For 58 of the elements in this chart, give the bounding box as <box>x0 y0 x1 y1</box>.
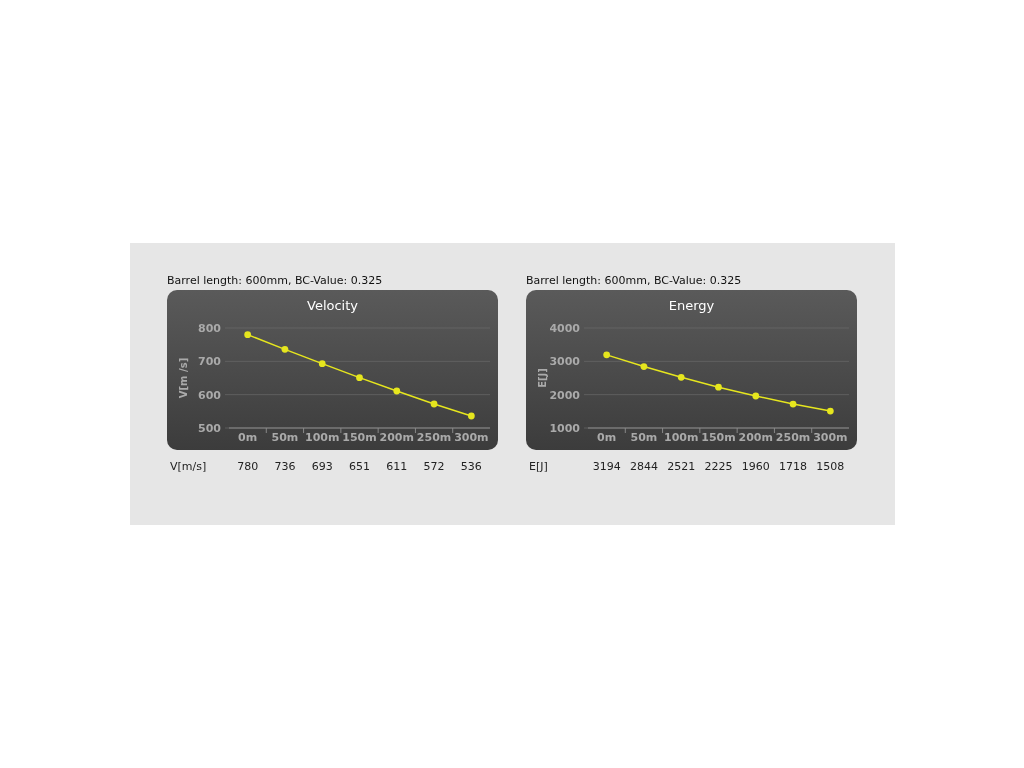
y-tick-label: 600 <box>198 388 222 402</box>
y-tick-label: 500 <box>198 421 222 435</box>
text: V[m/s] <box>170 460 207 473</box>
y-tick-label: 1000 <box>549 421 581 435</box>
point <box>467 412 475 420</box>
point <box>677 373 685 381</box>
point <box>281 345 289 353</box>
y-axis-title: V[m /s] <box>178 357 189 399</box>
data-label: 1718 <box>779 460 808 473</box>
y-tick-label: 800 <box>198 321 222 335</box>
point <box>752 392 760 400</box>
x-tick-label: 100m <box>305 431 340 444</box>
x-tick-label: 50m <box>630 431 658 444</box>
point <box>430 400 438 408</box>
point <box>393 387 401 395</box>
x-tick-label: 50m <box>271 431 299 444</box>
data-label: 572 <box>423 460 445 473</box>
data-label: 2225 <box>704 460 733 473</box>
text: E[J] <box>529 460 548 473</box>
data-label: 2521 <box>667 460 696 473</box>
y-tick-label: 700 <box>198 355 222 369</box>
chart-title: Energy <box>668 298 715 313</box>
x-tick-label: 0m <box>597 431 617 444</box>
data-label: 3194 <box>592 460 621 473</box>
x-tick-label: 200m <box>738 431 773 444</box>
data-label: 780 <box>237 460 259 473</box>
x-tick-label: 150m <box>701 431 736 444</box>
x-tick-label: 250m <box>775 431 811 444</box>
point <box>244 331 252 339</box>
data-label: 1960 <box>741 460 770 473</box>
y-axis-title: E[J] <box>537 368 548 388</box>
data-label: 611 <box>386 460 408 473</box>
x-tick-label: 250m <box>416 431 452 444</box>
point <box>603 351 611 359</box>
data-label: 536 <box>460 460 482 473</box>
point <box>640 363 648 370</box>
x-tick-label: 150m <box>342 431 377 444</box>
x-tick-label: 300m <box>813 431 848 444</box>
chart-subtitle: Barrel length: 600mm, BC-Value: 0.325 <box>167 274 383 287</box>
y-tick-label: 4000 <box>549 321 581 335</box>
x-tick-label: 200m <box>379 431 414 444</box>
point <box>715 383 722 391</box>
chart-subtitle: Barrel length: 600mm, BC-Value: 0.325 <box>526 274 742 287</box>
point <box>826 407 834 415</box>
x-tick-label: 100m <box>664 431 699 444</box>
data-label: 651 <box>349 460 370 473</box>
point <box>356 374 363 382</box>
data-label: 2844 <box>629 460 658 473</box>
y-tick-label: 2000 <box>549 388 581 402</box>
chart-title: Velocity <box>307 298 359 313</box>
data-label: 693 <box>311 460 333 473</box>
point <box>789 400 797 408</box>
data-label: 1508 <box>816 460 845 473</box>
data-label: 736 <box>274 460 296 473</box>
point <box>318 360 326 368</box>
x-tick-label: 0m <box>238 431 258 444</box>
x-tick-label: 300m <box>454 431 489 444</box>
y-tick-label: 3000 <box>549 355 581 369</box>
